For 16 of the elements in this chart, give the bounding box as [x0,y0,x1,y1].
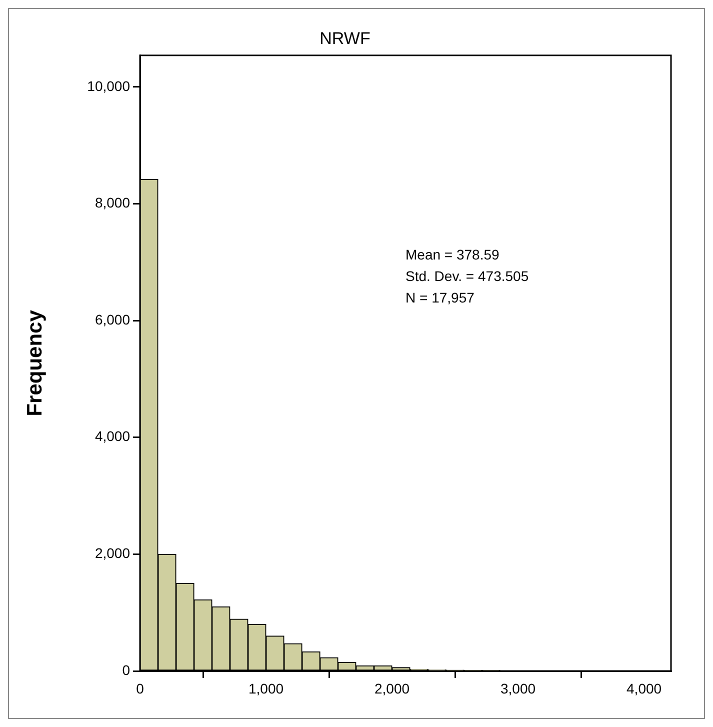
annotation: Mean = 378.59 [406,246,500,262]
x-tick-label: 1,000 [248,680,284,696]
chart-title: NRWF [320,28,370,48]
y-tick-label: 4,000 [94,428,130,444]
y-tick-label: 0 [122,662,130,678]
x-tick-label: 4,000 [626,680,662,696]
x-tick-label: 0 [136,680,144,696]
x-tick-label: 3,000 [500,680,536,696]
y-tick-label: 10,000 [87,78,130,94]
annotation: Std. Dev. = 473.505 [406,268,529,284]
y-tick-label: 2,000 [94,545,130,562]
y-axis-title: Frequency [23,310,46,416]
annotation: N = 17,957 [406,289,475,306]
y-tick-label: 6,000 [94,311,130,328]
y-tick-label: 8,000 [94,194,130,211]
x-tick-label: 2,000 [374,680,410,696]
